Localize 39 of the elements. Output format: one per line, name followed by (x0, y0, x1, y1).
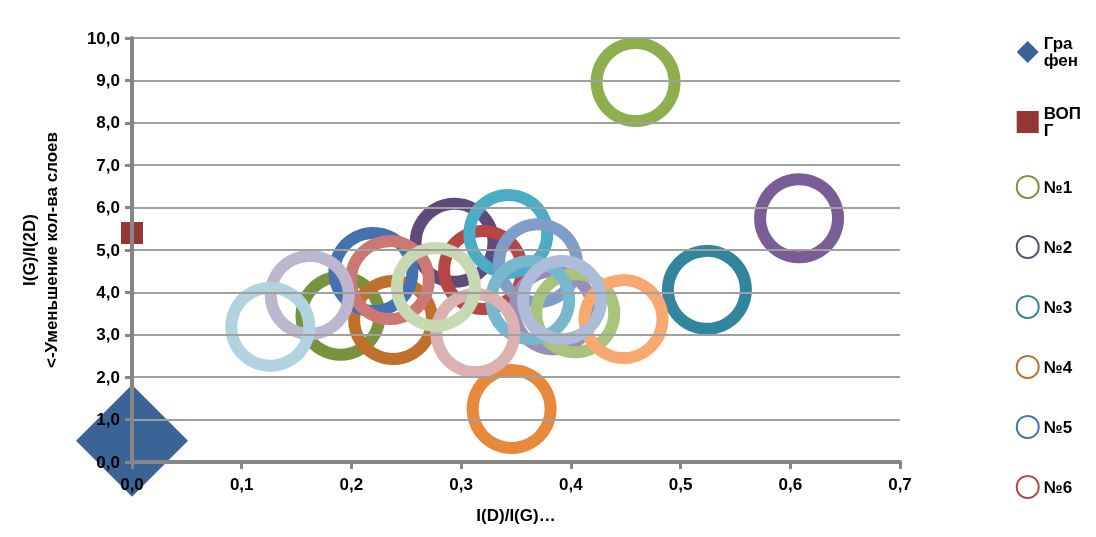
x-tick-label: 0,3 (449, 475, 473, 494)
y-tick-label: 10,0 (86, 28, 120, 48)
legend-label: Графен (1043, 34, 1079, 70)
legend-label: №3 (1043, 297, 1073, 317)
point (578, 274, 669, 365)
legend-label: №6 (1043, 477, 1073, 497)
y-tick-label: 2,0 (96, 367, 120, 387)
legend-label: №4 (1043, 357, 1073, 377)
legend-label: №5 (1043, 417, 1073, 437)
x-tick-label: 0,0 (120, 475, 144, 494)
x-tick-label: 0,2 (339, 475, 364, 494)
point (517, 255, 608, 346)
x-tick-label: 0,1 (229, 475, 254, 494)
x-tick-label: 0,7 (888, 475, 912, 494)
point (466, 364, 557, 454)
x-axis-title: I(D)/I(G)… (476, 506, 556, 525)
legend-label: №2 (1043, 237, 1073, 257)
y-tick-label: 1,0 (96, 410, 120, 430)
point (430, 288, 521, 379)
y-tick-label: 3,0 (96, 325, 120, 345)
y-tick-label: 0,0 (96, 452, 120, 472)
point (390, 241, 481, 332)
y-tick-label: 7,0 (96, 155, 120, 175)
y-tick-label: 8,0 (96, 113, 120, 133)
point (754, 173, 845, 264)
point (264, 249, 355, 340)
y-tick-label: 4,0 (96, 282, 120, 302)
legend-label: №1 (1043, 177, 1073, 197)
y-tick-label: 6,0 (96, 198, 120, 218)
legend-label: ВОПГ (1043, 104, 1081, 140)
y-tick-label: 9,0 (96, 70, 120, 90)
point (225, 281, 316, 372)
x-tick-label: 0,6 (778, 475, 803, 494)
point (661, 244, 752, 335)
x-tick-label: 0,4 (559, 475, 584, 494)
y-tick-label: 5,0 (96, 240, 120, 260)
point (590, 37, 681, 128)
y-axis-title: I(G)/I(2D) <-Уменьшение кол-ва слоев (19, 131, 61, 369)
x-tick-label: 0,5 (668, 475, 693, 494)
